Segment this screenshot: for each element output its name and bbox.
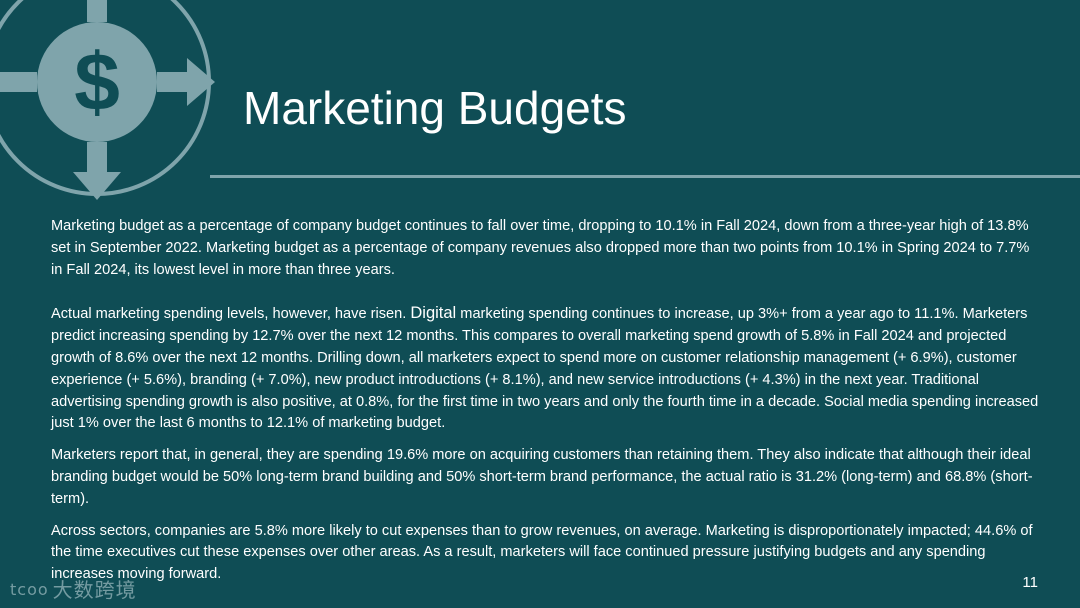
page-number: 11 [1022, 574, 1038, 591]
dollar-circle-arrows-icon: $ [0, 0, 215, 200]
paragraph-budget-share: Marketing budget as a percentage of comp… [51, 218, 1030, 278]
watermark-logo: tcoo [10, 580, 49, 599]
watermark-text: 大数跨境 [52, 578, 137, 602]
title-divider [210, 175, 1080, 178]
slide-title: Marketing Budgets [243, 82, 627, 134]
svg-text:$: $ [74, 37, 120, 128]
slide-body: Marketing budget as a percentage of comp… [51, 216, 1041, 586]
paragraph-spending-detail: marketing spending continues to increase… [51, 306, 1039, 432]
watermark: tcoo 大数跨境 [10, 574, 137, 603]
paragraph-spending-intro: Actual marketing spending levels, howeve… [51, 306, 411, 323]
paragraph-acquisition: Marketers report that, in general, they … [51, 447, 1033, 507]
paragraph-digital-word: Digital [410, 304, 457, 323]
paragraph-cut-expenses: Across sectors, companies are 5.8% more … [51, 522, 1033, 583]
paragraph-spending-levels: Actual marketing spending levels, howeve… [51, 303, 1041, 435]
